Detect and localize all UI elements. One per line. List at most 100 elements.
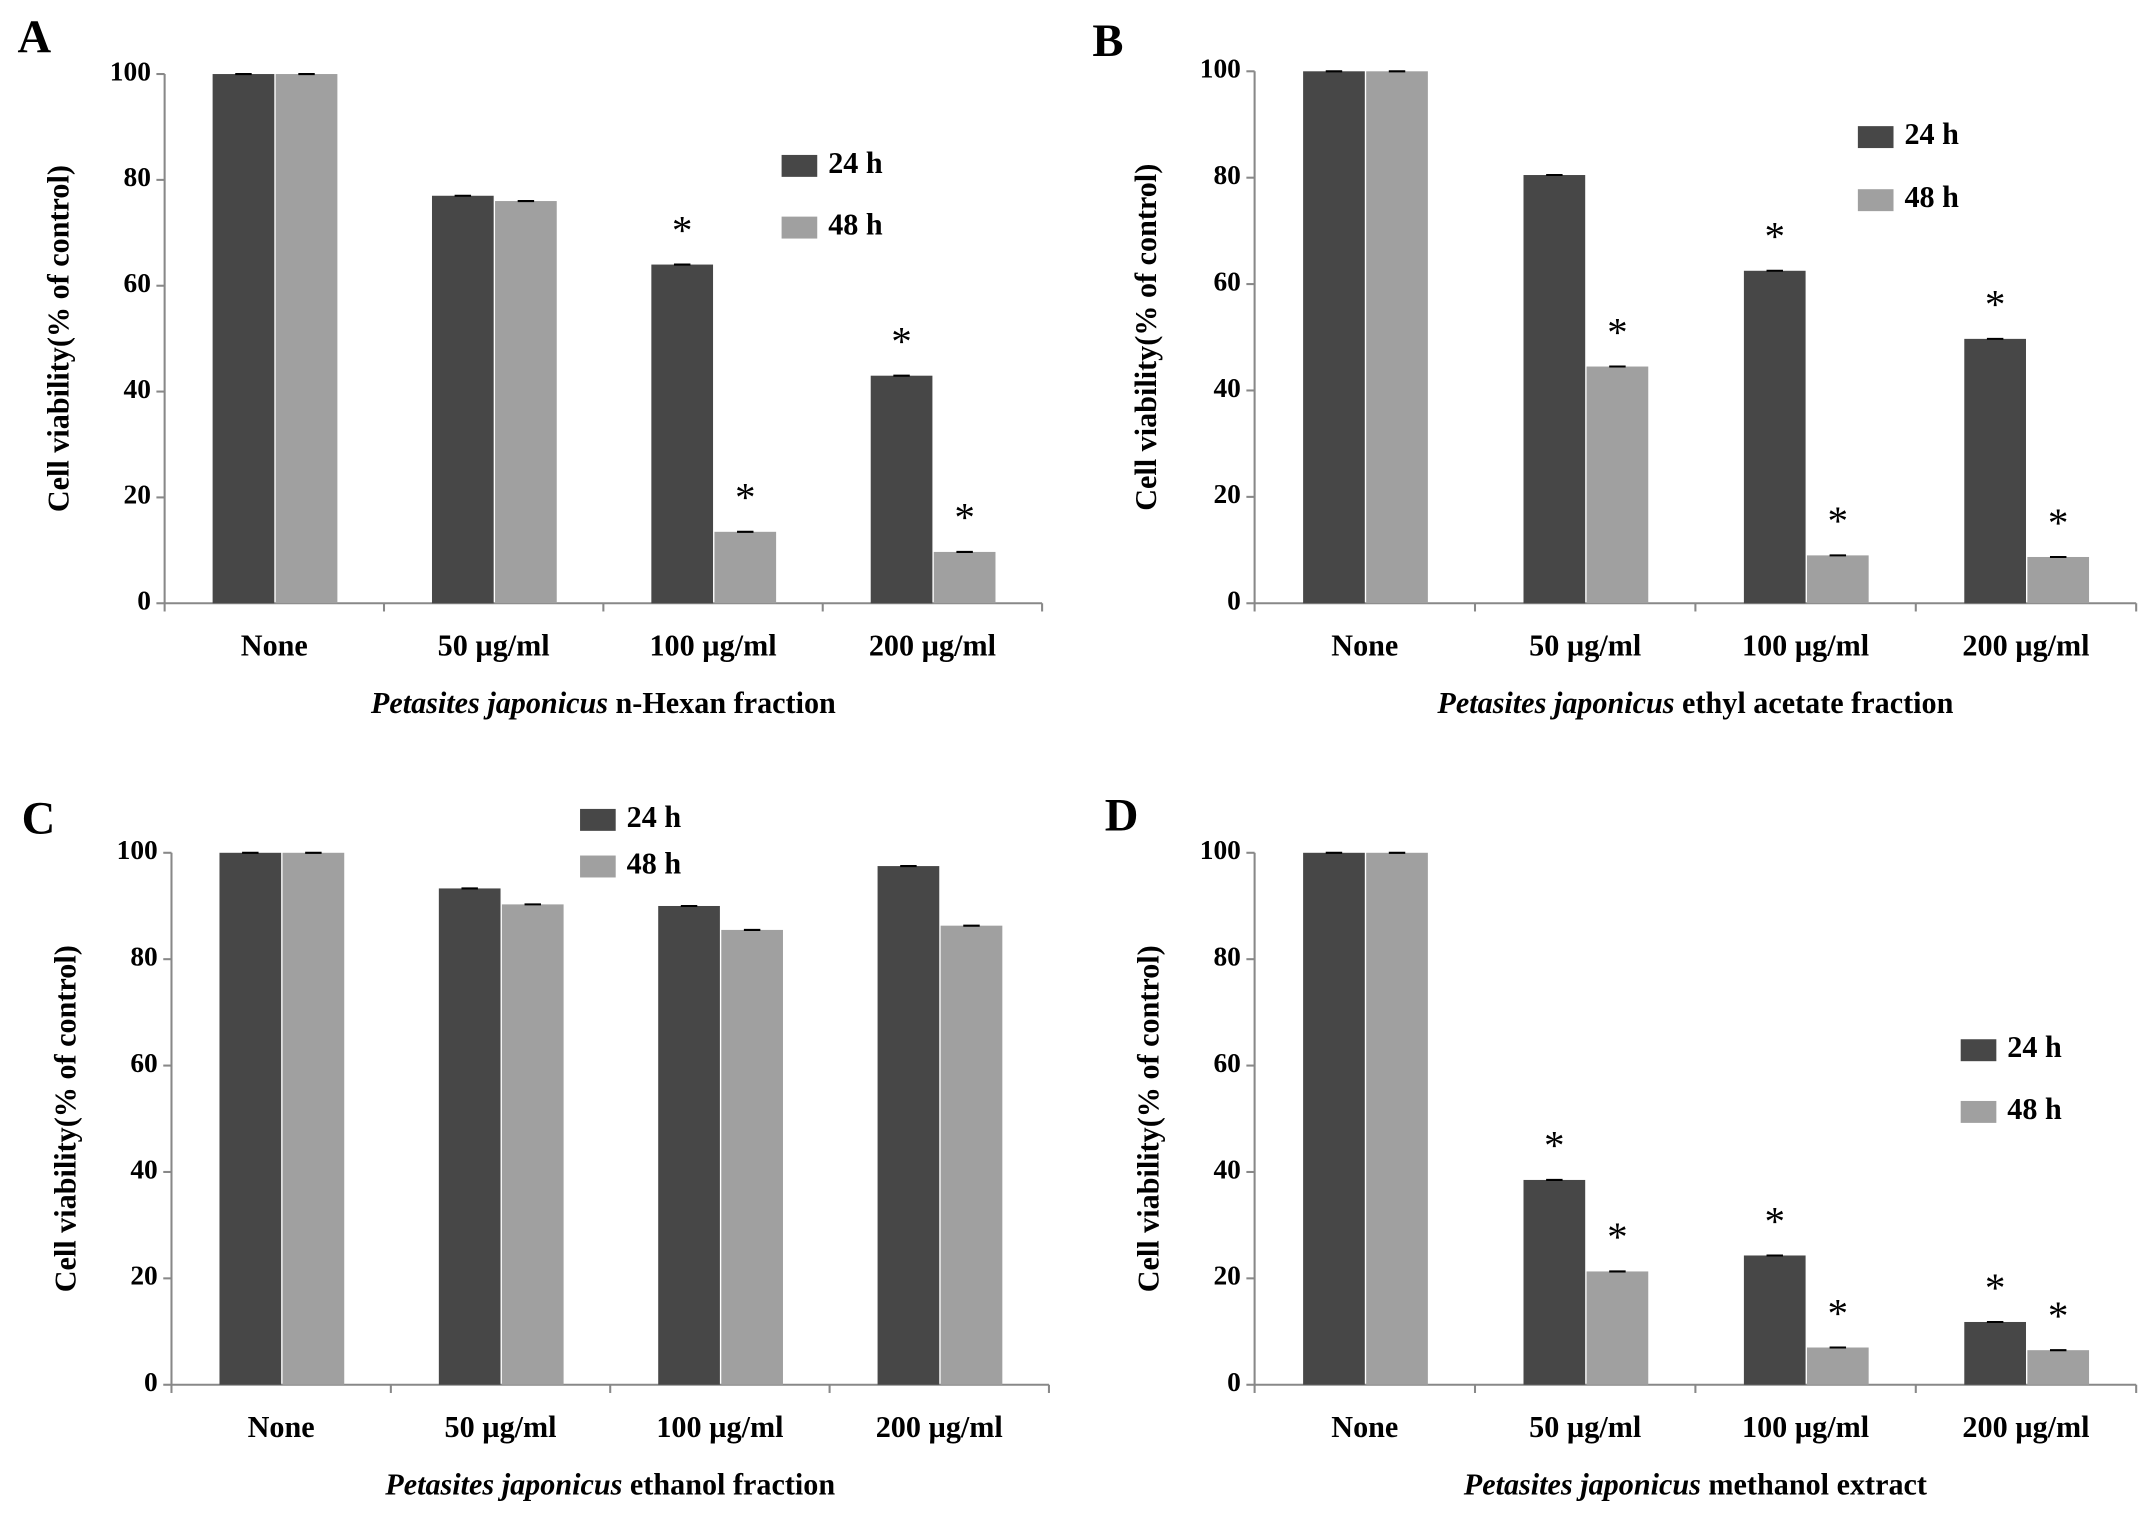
y-tick-label: 0	[1227, 586, 1241, 616]
x-axis-label: Petasites japonicus ethanol fraction	[384, 1468, 835, 1502]
y-axis-label: Cell viability(% of control)	[42, 165, 76, 512]
legend-swatch	[1857, 126, 1894, 149]
x-tick-label: 50 µg/ml	[1529, 1410, 1641, 1444]
bar	[1806, 555, 1869, 604]
bar	[1964, 338, 2026, 604]
x-axis-label-text: methanol extract	[1708, 1468, 1927, 1502]
y-tick-label: 20	[1213, 479, 1240, 509]
legend-label: 24 h	[1904, 117, 1959, 151]
y-tick-label: 100	[1200, 835, 1241, 865]
bar	[870, 375, 933, 604]
legend-swatch	[781, 216, 818, 239]
bar	[1586, 366, 1649, 604]
bar	[933, 551, 996, 604]
legend-label: 48 h	[1904, 180, 1959, 214]
bar	[877, 866, 940, 1385]
y-tick-label: 100	[1200, 54, 1241, 84]
x-axis-label: Petasites japonicus n-Hexan fraction	[370, 686, 836, 720]
x-axis-label-text	[1675, 686, 1683, 720]
bar	[495, 201, 557, 604]
y-tick-label: 40	[1213, 373, 1240, 403]
x-axis-label: Petasites japonicus ethyl acetate fracti…	[1436, 686, 1953, 720]
bar	[1523, 1179, 1586, 1385]
bar	[1366, 852, 1428, 1385]
x-axis-label-text	[608, 686, 616, 720]
legend-swatch	[1857, 189, 1894, 212]
bar	[501, 904, 564, 1385]
y-tick-label: 80	[124, 162, 151, 192]
y-tick-label: 0	[1227, 1367, 1241, 1397]
legend-swatch	[1960, 1039, 1997, 1062]
significance-marker: *	[735, 474, 756, 520]
x-axis-label-italic: Petasites japonicus	[1436, 686, 1674, 720]
y-tick-label: 100	[110, 56, 151, 86]
x-tick-label: 200 µg/ml	[876, 1410, 1003, 1444]
bar	[431, 195, 494, 604]
y-tick-label: 60	[1213, 266, 1240, 296]
x-axis-label-italic: Petasites japonicus	[370, 686, 608, 720]
bar	[1743, 270, 1806, 604]
x-tick-label: None	[1331, 1410, 1398, 1444]
significance-marker: *	[2048, 499, 2069, 545]
significance-marker: *	[1828, 1290, 1849, 1336]
x-tick-label: 200 µg/ml	[1962, 628, 2089, 662]
y-tick-label: 40	[124, 374, 151, 404]
x-axis-label-italic: Petasites japonicus	[384, 1468, 622, 1502]
x-axis-label-italic: Petasites japonicus	[1463, 1468, 1701, 1502]
y-tick-label: 80	[1213, 160, 1240, 190]
bar	[714, 531, 777, 604]
bar	[1743, 1255, 1806, 1385]
significance-marker: *	[954, 494, 975, 540]
legend-swatch	[580, 855, 616, 878]
bar	[2027, 1350, 2090, 1385]
panel-letter: D	[1105, 790, 1139, 842]
y-tick-label: 20	[130, 1261, 157, 1291]
bar	[282, 852, 345, 1385]
x-tick-label: 50 µg/ml	[438, 628, 550, 662]
bar	[275, 74, 338, 604]
y-tick-label: 60	[124, 268, 151, 298]
bar	[1523, 175, 1586, 604]
legend-label: 48 h	[2007, 1092, 2062, 1126]
x-tick-label: 100 µg/ml	[1742, 628, 1869, 662]
x-tick-label: 50 µg/ml	[445, 1410, 557, 1444]
x-axis-label: Petasites japonicus methanol extract	[1463, 1468, 1927, 1502]
y-tick-label: 80	[1213, 941, 1240, 971]
x-tick-label: None	[248, 1410, 315, 1444]
legend-swatch	[781, 154, 818, 177]
y-tick-label: 60	[1213, 1048, 1240, 1078]
x-tick-label: 100 µg/ml	[649, 628, 776, 662]
x-axis-label-text	[1701, 1468, 1709, 1502]
significance-marker: *	[1985, 281, 2006, 327]
significance-marker: *	[1985, 1264, 2006, 1310]
y-tick-label: 80	[130, 941, 157, 971]
bar	[2027, 556, 2090, 604]
bar	[1303, 852, 1365, 1385]
x-axis-label-text: ethyl acetate fraction	[1682, 686, 1954, 720]
legend-label: 24 h	[627, 800, 682, 834]
bar	[721, 929, 783, 1385]
significance-marker: *	[1544, 1122, 1565, 1168]
significance-marker: *	[1607, 1214, 1628, 1260]
significance-marker: *	[891, 318, 912, 364]
y-tick-label: 20	[124, 480, 151, 510]
bar	[1366, 71, 1428, 604]
panel-letter: B	[1092, 15, 1123, 67]
bar	[1586, 1271, 1649, 1385]
x-tick-label: 50 µg/ml	[1529, 628, 1641, 662]
bar	[1303, 71, 1365, 604]
y-tick-label: 40	[130, 1154, 157, 1184]
x-tick-label: None	[1331, 628, 1398, 662]
significance-marker: *	[1607, 309, 1628, 355]
significance-marker: *	[1828, 498, 1849, 544]
y-axis-label: Cell viability(% of control)	[1129, 164, 1163, 511]
legend-label: 48 h	[627, 846, 682, 880]
x-tick-label: 100 µg/ml	[656, 1410, 783, 1444]
x-axis-label-text: n-Hexan fraction	[616, 686, 837, 720]
x-tick-label: 100 µg/ml	[1742, 1410, 1869, 1444]
bar	[212, 74, 275, 604]
y-tick-label: 60	[130, 1048, 157, 1078]
legend-label: 48 h	[828, 208, 883, 242]
panel-letter: A	[18, 11, 52, 63]
